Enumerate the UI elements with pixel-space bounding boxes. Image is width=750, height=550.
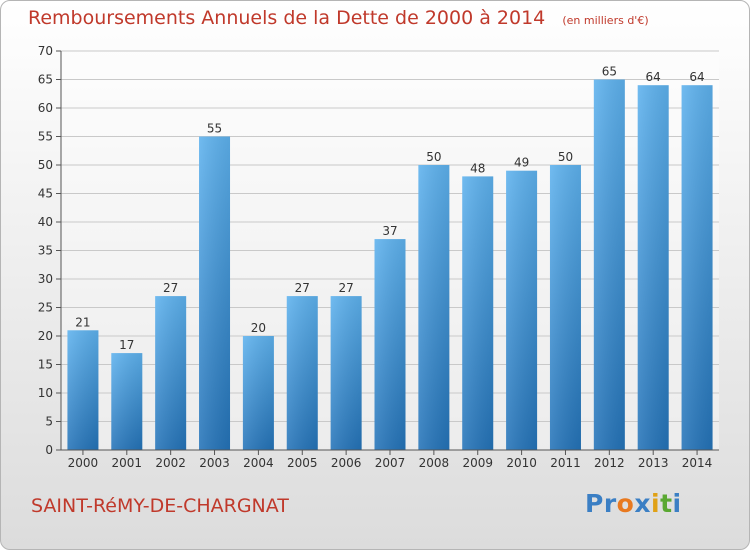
bar-value-label: 20 [251,321,266,335]
axis-layer: 0 5 10 15 20 25 30 35 40 45 50 55 60 65 70 21 2000 17 2001… [38,44,719,470]
bar-value-label: 27 [295,281,310,295]
x-tick-label: 2011 [550,456,581,470]
y-tick-label: 65 [38,73,53,87]
x-tick-label: 2000 [68,456,99,470]
bar-shade [199,136,231,450]
chart-title: Remboursements Annuels de la Dette de 20… [28,7,546,29]
x-tick-label: 2002 [155,456,186,470]
logo-letter: t [660,489,673,518]
bar-shade [286,296,318,450]
y-tick-label: 15 [38,358,53,372]
bar-shade [549,165,581,450]
y-tick-label: 10 [38,386,53,400]
y-tick-label: 5 [45,415,53,429]
logo-letter: i [651,489,661,518]
x-tick-label: 2004 [243,456,274,470]
bar-shade [67,330,99,450]
bar-value-label: 21 [75,315,90,329]
bar-value-label: 64 [646,70,661,84]
y-tick-label: 70 [38,44,53,58]
y-tick-label: 40 [38,215,53,229]
bar-shade [506,170,538,450]
y-tick-label: 20 [38,329,53,343]
x-tick-label: 2003 [199,456,230,470]
logo-letter: o [616,489,635,518]
bar-shade [155,296,187,450]
logo-letter: i [672,489,682,518]
x-tick-label: 2012 [594,456,625,470]
bar-shade [681,85,713,450]
commune-name: SAINT-RéMY-DE-CHARGNAT [31,495,289,517]
bar-value-label: 50 [558,150,573,164]
y-tick-label: 25 [38,301,53,315]
chart-subtitle: (en milliers d'€) [562,14,649,27]
x-tick-label: 2008 [419,456,450,470]
bar-value-label: 49 [514,156,529,170]
y-tick-label: 30 [38,272,53,286]
x-tick-label: 2010 [506,456,537,470]
title-row: Remboursements Annuels de la Dette de 20… [28,7,649,29]
x-tick-label: 2009 [462,456,493,470]
y-tick-label: 35 [38,244,53,258]
bar-value-label: 37 [382,224,397,238]
y-tick-label: 60 [38,101,53,115]
bar-shade [462,176,494,450]
bar-value-label: 64 [689,70,704,84]
bar-value-label: 65 [602,65,617,79]
bar-value-label: 50 [426,150,441,164]
y-tick-label: 50 [38,158,53,172]
logo-letter: r [603,489,617,518]
bar-shade [374,239,406,450]
x-tick-label: 2014 [682,456,713,470]
x-tick-label: 2005 [287,456,318,470]
bar-value-label: 27 [338,281,353,295]
y-tick-label: 45 [38,187,53,201]
bar-shade [637,85,669,450]
x-tick-label: 2001 [112,456,143,470]
logo-letter: P [585,489,604,518]
bar-shade [111,353,143,450]
y-tick-label: 55 [38,130,53,144]
x-tick-label: 2006 [331,456,362,470]
bar-value-label: 48 [470,161,485,175]
bar-shade [330,296,362,450]
bar-value-label: 27 [163,281,178,295]
bar-shade [418,165,450,450]
logo-letter: x [634,489,651,518]
bar-value-label: 17 [119,338,134,352]
y-tick-label: 0 [45,443,53,457]
bar-shade [593,79,625,450]
x-tick-label: 2013 [638,456,669,470]
bar-value-label: 55 [207,122,222,136]
proxiti-logo: Proxiti [585,489,682,518]
bar-shade [242,336,274,450]
x-tick-label: 2007 [375,456,406,470]
bar-layer [67,79,713,450]
